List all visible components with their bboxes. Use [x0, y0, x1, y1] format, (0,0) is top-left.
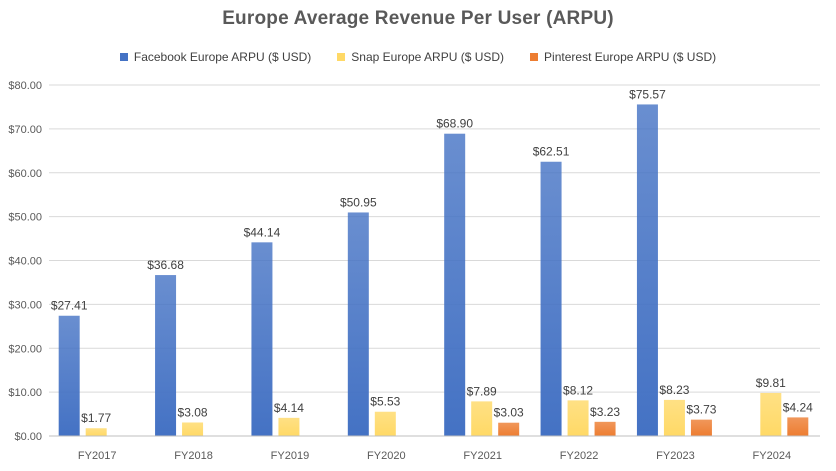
- bar: [760, 392, 782, 436]
- x-tick-label: FY2022: [560, 450, 599, 462]
- bar: [636, 104, 658, 437]
- y-tick-label: $80.00: [8, 80, 42, 92]
- y-tick-label: $20.00: [8, 343, 42, 355]
- bar: [155, 275, 177, 436]
- legend-item-snap: Snap Europe ARPU ($ USD): [337, 50, 504, 64]
- legend: Facebook Europe ARPU ($ USD) Snap Europe…: [0, 50, 836, 64]
- legend-item-facebook: Facebook Europe ARPU ($ USD): [119, 50, 312, 64]
- x-tick-label: FY2024: [753, 450, 792, 462]
- y-tick-label: $60.00: [8, 168, 42, 180]
- legend-label-snap: Snap Europe ARPU ($ USD): [351, 50, 505, 64]
- bar: [374, 411, 396, 436]
- bar: [787, 417, 809, 436]
- y-tick-label: $40.00: [8, 256, 42, 268]
- x-tick-label: FY2021: [463, 450, 502, 462]
- data-label: $68.90: [436, 117, 473, 131]
- bar: [540, 161, 562, 437]
- bar: [278, 417, 300, 436]
- x-tick-label: FY2019: [271, 450, 310, 462]
- data-label: $44.14: [244, 225, 281, 239]
- bar: [251, 242, 273, 436]
- data-label: $8.23: [659, 383, 689, 397]
- data-label: $3.23: [590, 405, 620, 419]
- bar: [471, 401, 493, 436]
- x-tick-label: FY2020: [367, 450, 406, 462]
- legend-swatch-pinterest: [530, 53, 539, 61]
- data-label: $4.24: [783, 400, 813, 414]
- bar: [347, 212, 369, 436]
- chart-title: Europe Average Revenue Per User (ARPU): [222, 8, 614, 29]
- data-label: $3.73: [686, 403, 716, 417]
- data-label: $9.81: [756, 376, 786, 390]
- bar: [444, 133, 466, 437]
- data-label: $3.08: [178, 405, 208, 419]
- y-tick-label: $70.00: [8, 124, 42, 136]
- data-label: $4.14: [274, 401, 304, 415]
- data-label: $8.12: [563, 383, 593, 397]
- x-tick-label: FY2017: [78, 450, 117, 462]
- bar: [498, 422, 520, 436]
- legend-item-pinterest: Pinterest Europe ARPU ($ USD): [530, 50, 716, 64]
- data-label: $27.41: [51, 299, 88, 313]
- bar: [182, 422, 204, 436]
- bar: [594, 421, 616, 436]
- y-tick-label: $30.00: [8, 299, 42, 311]
- data-label: $36.68: [147, 258, 184, 272]
- bar: [663, 399, 685, 436]
- data-label: $75.57: [629, 87, 666, 101]
- bar: [85, 428, 107, 436]
- bar: [58, 315, 80, 436]
- bar: [567, 400, 589, 436]
- bar: [690, 419, 712, 436]
- data-label: $62.51: [533, 145, 570, 159]
- legend-label-facebook: Facebook Europe ARPU ($ USD): [133, 50, 312, 64]
- y-tick-label: $50.00: [8, 212, 42, 224]
- legend-swatch-snap: [337, 53, 346, 61]
- data-label: $3.03: [494, 406, 524, 420]
- data-label: $7.89: [467, 384, 497, 398]
- x-tick-label: FY2023: [656, 450, 695, 462]
- data-label: $1.77: [81, 411, 111, 425]
- data-label: $50.95: [340, 195, 377, 209]
- data-label: $5.53: [370, 395, 400, 409]
- x-tick-label: FY2018: [174, 450, 213, 462]
- legend-swatch-facebook: [119, 53, 128, 61]
- y-tick-label: $10.00: [8, 387, 42, 399]
- legend-label-pinterest: Pinterest Europe ARPU ($ USD): [544, 50, 717, 64]
- y-tick-label: $0.00: [14, 431, 42, 443]
